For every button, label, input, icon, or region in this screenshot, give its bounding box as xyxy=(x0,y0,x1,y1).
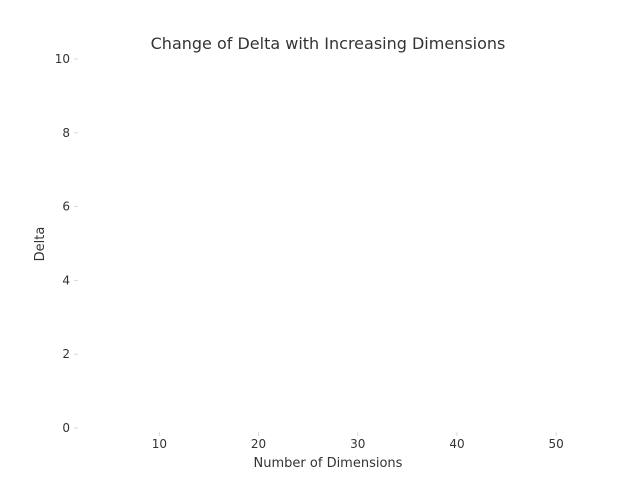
y-tick-label: 8 xyxy=(62,126,70,140)
y-tick-label: 10 xyxy=(55,52,70,66)
chart-title: Change of Delta with Increasing Dimensio… xyxy=(151,34,506,53)
x-tick-label: 50 xyxy=(549,437,564,451)
x-tick-label: 10 xyxy=(152,437,167,451)
y-tick-label: 0 xyxy=(62,421,70,435)
x-axis-label: Number of Dimensions xyxy=(254,456,403,471)
y-tick-label: 4 xyxy=(62,273,70,287)
x-tick-label: 30 xyxy=(350,437,365,451)
x-axis-ticks: 10 20 30 40 50 xyxy=(152,432,564,451)
x-tick-label: 40 xyxy=(449,437,464,451)
y-tick-label: 6 xyxy=(62,200,70,214)
x-tick-label: 20 xyxy=(251,437,266,451)
y-axis-ticks: 0 2 4 6 8 10 xyxy=(55,52,78,435)
y-tick-label: 2 xyxy=(62,347,70,361)
y-axis-label: Delta xyxy=(33,227,48,262)
